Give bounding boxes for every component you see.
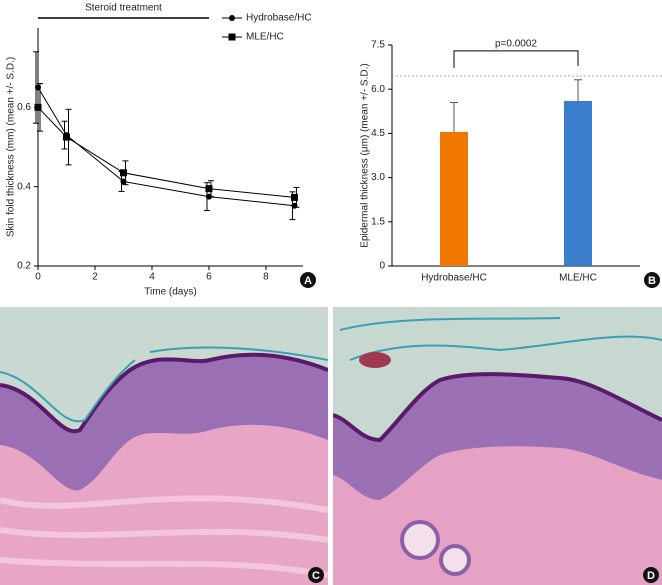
legend-label: Hydrobase/HC	[246, 13, 312, 24]
histology-image-c	[0, 307, 328, 585]
series-line	[37, 87, 295, 207]
y-tick-label: 4.5	[371, 128, 385, 139]
histology-image-d	[333, 307, 662, 585]
panel-label: B	[648, 275, 656, 287]
y-tick-label: 6.0	[371, 84, 385, 95]
x-tick-label: 2	[92, 272, 98, 283]
marker	[119, 169, 127, 177]
y-tick-label: 0.2	[17, 261, 31, 272]
x-tick-label: 4	[149, 272, 155, 283]
y-tick-label: 7.5	[371, 40, 385, 51]
y-axis-label: Skin fold thickness (mm) (mean +/- S.D.)	[6, 57, 17, 237]
x-tick-label: MLE/HC	[559, 273, 597, 284]
marker	[62, 133, 70, 141]
y-tick-label: 0.6	[17, 102, 31, 113]
bar	[564, 100, 592, 266]
panel-label: A	[304, 275, 312, 287]
panel-badge	[300, 272, 316, 288]
legend-label: MLE/HC	[246, 32, 284, 43]
panel-badge	[644, 272, 660, 288]
series-line	[37, 106, 295, 198]
legend-marker	[229, 15, 235, 21]
marker	[205, 185, 213, 193]
x-tick-label: 8	[263, 272, 269, 283]
panel-label: C	[312, 570, 320, 582]
marker	[290, 193, 298, 201]
y-tick-label: 1.5	[371, 216, 385, 227]
marker	[34, 103, 42, 111]
bar	[440, 131, 468, 266]
x-tick-label: 0	[35, 272, 41, 283]
annotation: Steroid treatment	[85, 3, 162, 14]
panel-badge	[308, 567, 324, 583]
legend-marker	[228, 33, 236, 41]
panel-badge	[643, 567, 659, 583]
x-axis-label: Time (days)	[144, 287, 196, 298]
significance-label: p=0.0002	[495, 39, 537, 50]
y-tick-label: 3.0	[371, 172, 385, 183]
x-tick-label: 6	[206, 272, 212, 283]
x-tick-label: Hydrobase/HC	[421, 273, 487, 284]
panel-label: D	[647, 570, 655, 582]
y-tick-label: 0.4	[17, 181, 31, 192]
y-axis-label: Epidermal thickness (μm) (mean +/- S.D.)	[360, 63, 371, 247]
y-tick-label: 0	[379, 261, 385, 272]
significance-bracket	[453, 50, 579, 68]
